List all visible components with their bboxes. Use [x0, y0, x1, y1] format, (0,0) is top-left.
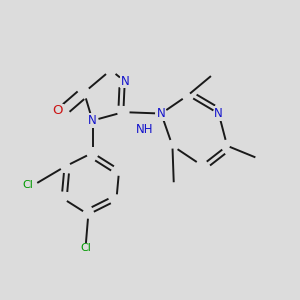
Text: N: N [120, 75, 129, 88]
Text: Cl: Cl [80, 243, 91, 253]
Text: N: N [157, 107, 166, 120]
Text: N: N [214, 107, 223, 120]
Text: Cl: Cl [23, 180, 34, 190]
Text: NH: NH [136, 123, 154, 136]
Text: N: N [88, 114, 97, 127]
Text: O: O [52, 104, 63, 117]
